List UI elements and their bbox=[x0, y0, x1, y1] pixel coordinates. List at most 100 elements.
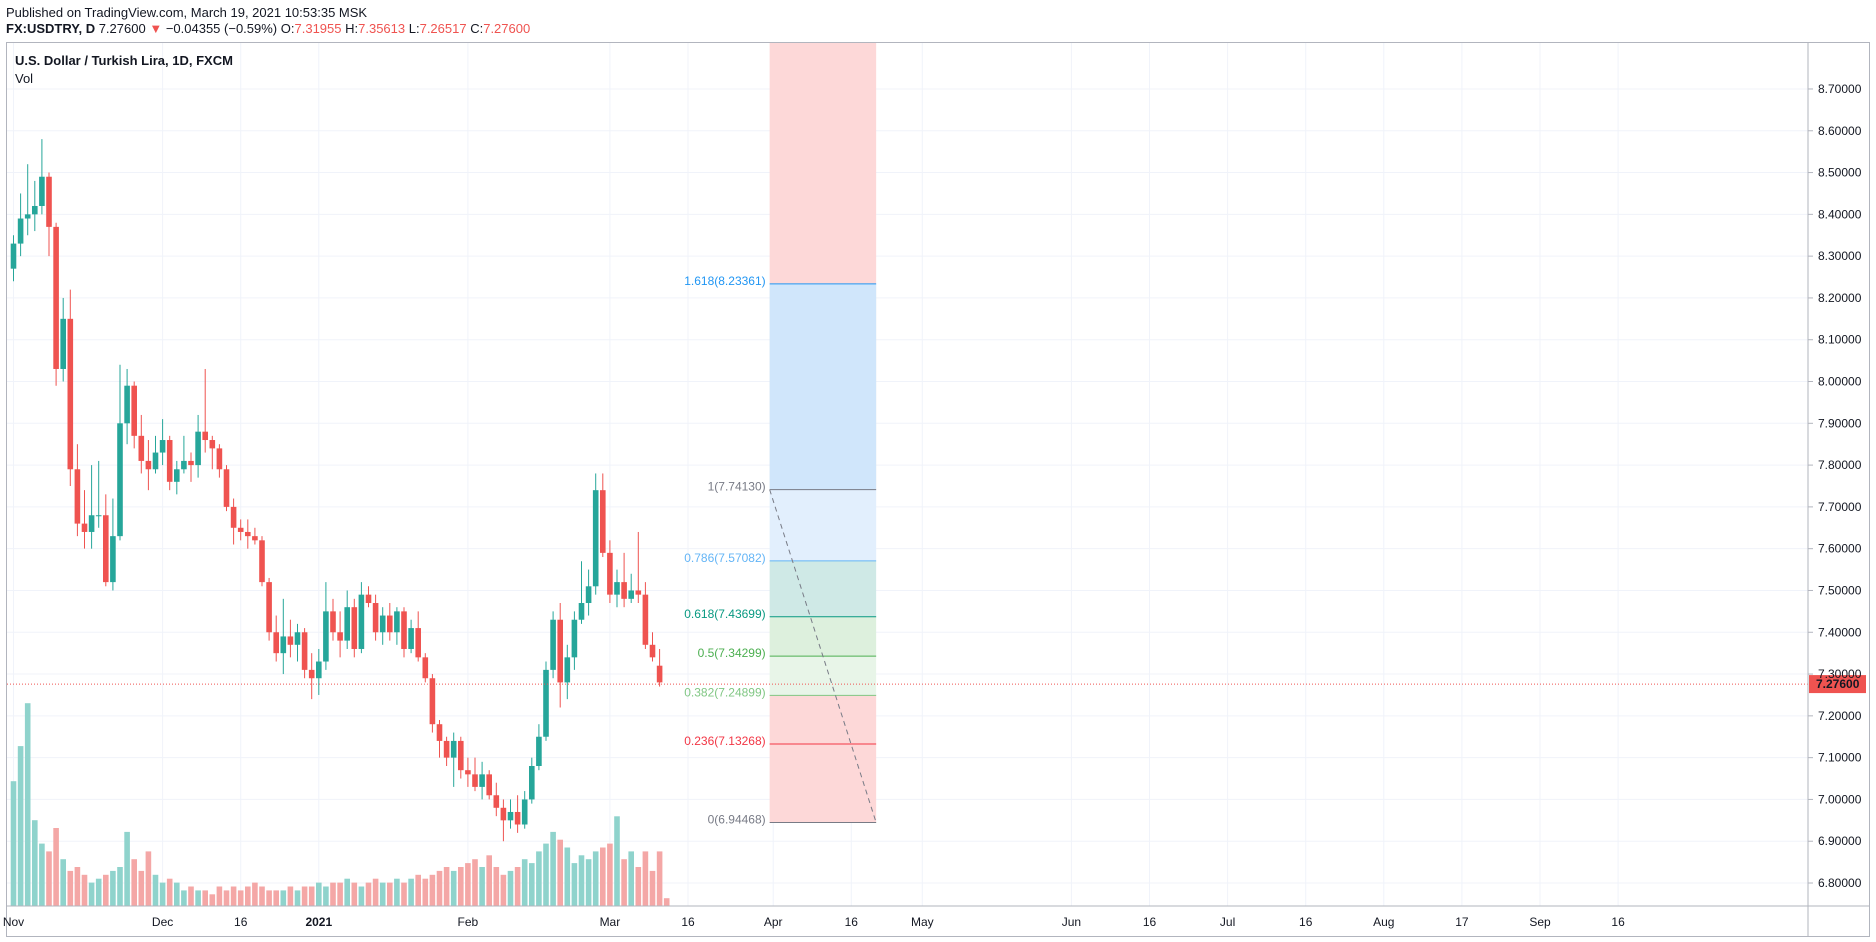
candle-body bbox=[621, 582, 627, 599]
fibonacci-retracement: 1.618(8.23361) 1(7.74130) 0.786(7.57082) 0.… bbox=[684, 43, 877, 827]
volume-bar bbox=[543, 843, 549, 906]
volume-bar bbox=[67, 870, 74, 906]
volume-bar bbox=[607, 843, 613, 906]
volume-bar bbox=[95, 878, 102, 906]
volume-bar bbox=[656, 851, 663, 906]
time-tick-label: 16 bbox=[1143, 915, 1157, 929]
volume-bar bbox=[308, 886, 315, 906]
volume-bar bbox=[458, 867, 464, 906]
price-tick-label: 7.90000 bbox=[1818, 416, 1862, 430]
volume-bar bbox=[337, 882, 343, 906]
volume-bar bbox=[443, 867, 450, 906]
candle-body bbox=[443, 740, 450, 758]
price-tick-label: 8.10000 bbox=[1818, 333, 1862, 347]
candle-body bbox=[223, 469, 230, 507]
volume-bar bbox=[465, 863, 471, 906]
price-tick-label: 7.10000 bbox=[1818, 751, 1862, 765]
volume-bar bbox=[181, 890, 187, 906]
volume-bar bbox=[521, 859, 528, 906]
volume-bar bbox=[131, 859, 137, 906]
candle-body bbox=[429, 678, 436, 725]
candle-body bbox=[323, 611, 329, 662]
volume-bar bbox=[394, 878, 400, 906]
volume-bar bbox=[202, 890, 208, 906]
price-tick-label: 7.80000 bbox=[1818, 458, 1862, 472]
price-tick-label: 8.40000 bbox=[1818, 207, 1862, 221]
volume-bar bbox=[621, 859, 627, 906]
volume-bar bbox=[642, 851, 649, 906]
candle-body bbox=[649, 644, 656, 658]
volume-bar bbox=[230, 886, 237, 906]
candle-body bbox=[117, 423, 123, 537]
candle-body bbox=[138, 435, 145, 461]
candle-body bbox=[237, 527, 244, 532]
time-tick-label: 16 bbox=[1299, 915, 1313, 929]
candle-body bbox=[408, 628, 414, 649]
volume-bar bbox=[450, 870, 457, 906]
price-tick-label: 8.20000 bbox=[1818, 291, 1862, 305]
volume-bar bbox=[81, 874, 88, 906]
change-arrow-icon: ▼ bbox=[149, 21, 163, 36]
chart-frame[interactable] bbox=[6, 42, 1870, 937]
volume-bar bbox=[216, 886, 223, 906]
volume-bar bbox=[600, 847, 606, 906]
candle-body bbox=[486, 774, 492, 796]
fib-level-label: 1(7.74130) bbox=[708, 480, 766, 494]
change-value: −0.04355 (−0.59%) bbox=[165, 21, 278, 36]
volume-bar bbox=[32, 820, 38, 906]
price-tick-label: 8.50000 bbox=[1818, 166, 1862, 180]
price-tick-label: 7.40000 bbox=[1818, 625, 1862, 639]
time-tick-label: 16 bbox=[681, 915, 695, 929]
candle-body bbox=[202, 431, 208, 441]
volume-bar bbox=[237, 890, 244, 906]
candle-body bbox=[564, 657, 571, 683]
close-label: C: bbox=[470, 21, 484, 36]
volume-bar bbox=[259, 886, 265, 906]
volume-bar bbox=[287, 886, 294, 906]
price-tick-label: 8.00000 bbox=[1818, 375, 1862, 389]
volume-bar bbox=[294, 890, 301, 906]
volume-bar bbox=[365, 882, 372, 906]
candle-body bbox=[166, 440, 173, 482]
price-tick-label: 7.00000 bbox=[1818, 792, 1862, 806]
candle-body bbox=[39, 176, 45, 206]
fib-band bbox=[769, 43, 877, 284]
volume-bar bbox=[557, 839, 563, 906]
candle-body bbox=[600, 490, 606, 553]
price-tick-label: 7.30000 bbox=[1818, 667, 1862, 681]
volume-bar bbox=[635, 867, 642, 906]
last-price: 7.27600 bbox=[98, 21, 146, 36]
candle-body bbox=[493, 795, 500, 808]
candle-body bbox=[656, 665, 663, 683]
candle-body bbox=[74, 469, 81, 524]
overlay: 7.27600 bbox=[7, 675, 1866, 694]
candle-body bbox=[209, 440, 216, 449]
volume-bar bbox=[564, 847, 571, 906]
volume-bar bbox=[429, 874, 436, 906]
volume-bar bbox=[479, 867, 485, 906]
price-tick-label: 8.70000 bbox=[1818, 82, 1862, 96]
candle-body bbox=[571, 619, 578, 658]
volume-bar bbox=[188, 886, 194, 906]
candle-body bbox=[472, 774, 478, 787]
low-label: L: bbox=[408, 21, 420, 36]
fib-level-label: 1.618(8.23361) bbox=[684, 274, 765, 288]
volume-bar bbox=[379, 882, 386, 906]
candle-body bbox=[216, 448, 223, 470]
time-axis: Nov Dec 16 2021 Feb Mar 16 Apr 16 May Jun 16 Jul 16 Au… bbox=[3, 905, 1869, 929]
candle-body bbox=[174, 469, 180, 482]
last-price-tag-label: 7.27600 bbox=[1816, 677, 1860, 691]
volume-bar bbox=[74, 867, 81, 906]
fib-level-label: 0.382(7.24899) bbox=[684, 685, 765, 699]
candle-body bbox=[550, 619, 556, 670]
volume-bar bbox=[436, 870, 443, 906]
candle-body bbox=[394, 611, 400, 633]
volume-bar bbox=[10, 781, 17, 906]
volume-bar bbox=[117, 867, 123, 906]
volume-bar bbox=[401, 882, 407, 906]
fib-band bbox=[769, 283, 877, 490]
candle-body bbox=[181, 460, 187, 470]
candle-body bbox=[88, 515, 95, 532]
volume-bar bbox=[592, 851, 599, 906]
